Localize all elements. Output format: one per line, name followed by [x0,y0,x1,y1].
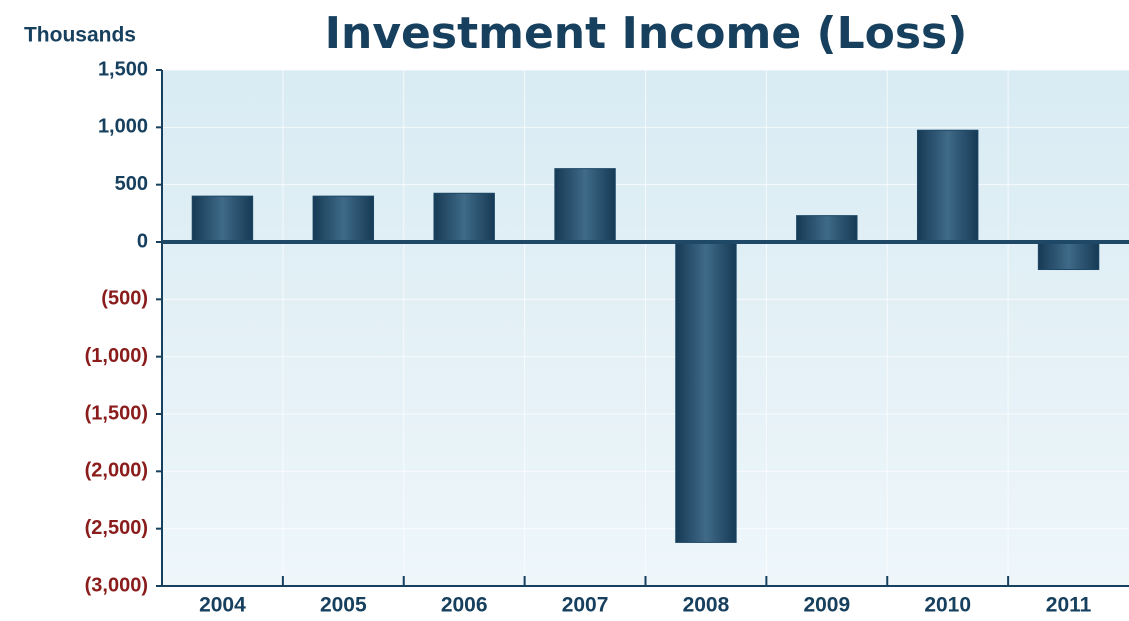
bar [675,241,737,543]
y-tick-label: 1,000 [98,116,148,138]
x-tick-label: 2006 [441,594,488,617]
y-tick-label: (1,000) [85,345,148,367]
x-tick-label: 2010 [924,594,971,617]
y-axis-label: Thousands [24,24,136,47]
bar [312,195,375,243]
y-tick-label: (3,000) [85,574,148,596]
y-tick-label: (2,000) [85,460,148,482]
y-tick-label: 0 [137,230,148,252]
x-tick-label: 2005 [320,594,367,617]
x-tick-label: 2011 [1046,594,1092,617]
bar [796,215,858,243]
y-tick-label: 500 [115,173,148,195]
y-tick-label: (500) [101,288,148,310]
bar [554,168,616,243]
bar [433,192,495,243]
bar [191,195,254,243]
y-tick-label: (1,500) [85,402,148,424]
x-tick-label: 2007 [562,594,609,617]
chart-title: Investment Income (Loss) [325,8,968,59]
y-tick-label: (2,500) [85,517,148,539]
y-tick-label: 1,500 [98,58,148,80]
x-tick-label: 2009 [803,594,850,617]
bar [916,129,979,243]
bar [1037,241,1100,271]
x-tick-label: 2004 [199,594,246,617]
x-tick-label: 2008 [683,594,730,617]
